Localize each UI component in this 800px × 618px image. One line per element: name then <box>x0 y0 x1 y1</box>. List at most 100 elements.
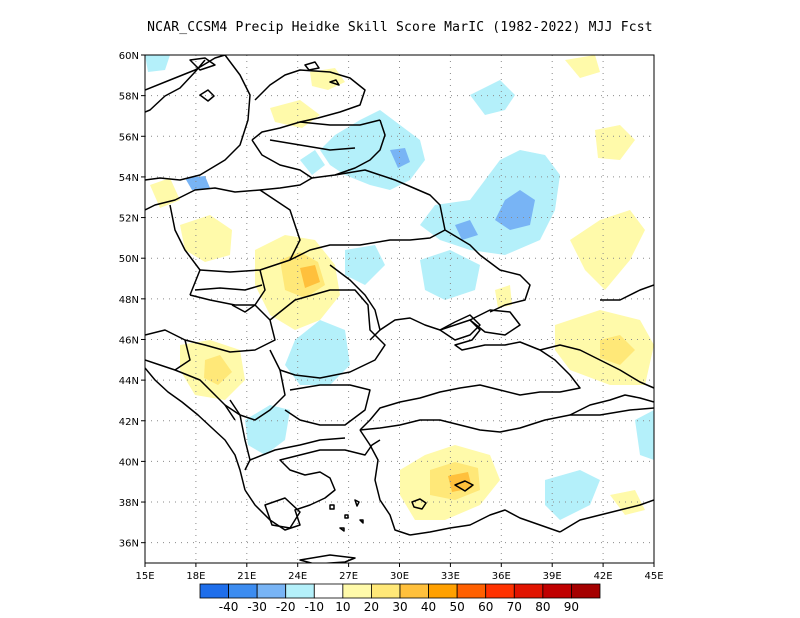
colorbar-label: -20 <box>276 600 296 614</box>
skill-area-anatolia-south <box>545 470 600 520</box>
skill-area-crimea-east <box>495 285 512 308</box>
colorbar-label: 10 <box>335 600 350 614</box>
lon-label: 36E <box>492 571 511 582</box>
border-ukraine-russia <box>479 254 531 313</box>
border-turkey-syria <box>559 499 654 533</box>
colorbar-swatch <box>228 583 258 599</box>
skill-core-russia <box>495 190 535 230</box>
skill-peak-anatolia <box>448 472 472 492</box>
skill-area-baltics-small <box>150 178 180 208</box>
colorbar-label: 20 <box>364 600 379 614</box>
lon-label: 45E <box>644 571 663 582</box>
border-croatia-bosnia <box>174 369 236 421</box>
skill-shading <box>145 55 654 520</box>
lat-label: 42N <box>119 417 139 428</box>
scandinavia-coast <box>145 55 226 113</box>
colorbar-swatch <box>371 583 401 599</box>
peloponnese <box>264 497 301 529</box>
black-sea-coast <box>359 317 581 431</box>
lon-label: 15E <box>135 571 154 582</box>
lon-label: 39E <box>543 571 562 582</box>
border-baltics-russia <box>334 119 386 176</box>
baltic-south-coast <box>145 139 313 211</box>
skill-core-ukraine <box>455 220 478 240</box>
sweden-coast <box>145 55 251 181</box>
colorbar-swatch <box>456 583 487 599</box>
colorbar-swatch <box>256 583 287 599</box>
colorbar-label: 40 <box>421 600 436 614</box>
skill-peak-carpathians <box>300 265 320 288</box>
lat-label: 48N <box>119 295 139 306</box>
lakes-turkey <box>411 480 474 510</box>
border-estonia-latvia <box>269 139 356 151</box>
graticule <box>145 55 654 563</box>
border-turkey-georgia <box>569 394 654 416</box>
border-montenegro-albania <box>224 404 251 471</box>
turkey-west-coast <box>359 429 411 536</box>
skill-area-ukraine <box>420 250 480 300</box>
lon-label: 30E <box>390 571 409 582</box>
skill-core-caucasus <box>600 335 635 365</box>
lon-label: 21E <box>237 571 256 582</box>
lat-label: 44N <box>119 376 139 387</box>
colorbar-label: 30 <box>392 600 407 614</box>
skill-area-north-atlantic <box>145 55 170 72</box>
colorbar-swatch <box>199 583 229 599</box>
skill-area-caspian <box>635 410 654 460</box>
turkey-north-coast <box>359 407 654 433</box>
gulf-of-bothnia <box>251 69 366 141</box>
colorbar-label: -10 <box>304 600 324 614</box>
colorbar-label: 90 <box>564 600 579 614</box>
border-serbia-bulgaria <box>229 369 286 421</box>
border-bulgaria <box>284 384 371 426</box>
lat-label: 40N <box>119 457 139 468</box>
border-slovakia <box>194 284 263 291</box>
lat-label: 46N <box>119 335 139 346</box>
border-greece-north <box>249 437 346 461</box>
border-belarus-russia <box>311 169 481 256</box>
skill-core-croatia <box>204 355 232 385</box>
border-belarus-ukraine <box>289 229 446 261</box>
colorbar-swatch <box>428 583 458 599</box>
sea-of-azov <box>469 309 521 336</box>
greece-coast <box>244 439 381 531</box>
aegean-islands <box>329 499 364 532</box>
skill-core-poland <box>185 176 210 190</box>
lon-label: 42E <box>594 571 613 582</box>
skill-area-poland <box>300 150 325 175</box>
longitude-axis: 15E 18E 21E 24E 27E 30E 33E 36E 39E 42E 45E <box>135 563 664 582</box>
crete <box>299 554 356 563</box>
scandinavia-lakes <box>199 61 340 102</box>
colorbar-label: 50 <box>450 600 465 614</box>
colorbar-swatch <box>485 583 515 599</box>
skill-area-belarus-south <box>345 245 385 285</box>
colorbar-label: -40 <box>219 600 239 614</box>
colorbar-swatch <box>542 583 572 599</box>
colorbar-swatch <box>399 583 429 599</box>
skill-area-baltic <box>320 110 425 190</box>
turkey-south-coast <box>409 509 561 536</box>
colorbar-swatch <box>313 583 344 599</box>
gulf-of-finland <box>299 119 381 126</box>
lat-label: 58N <box>119 92 139 103</box>
lat-label: 38N <box>119 498 139 509</box>
colorbar-label: 70 <box>507 600 522 614</box>
crimea <box>439 314 481 341</box>
lon-label: 24E <box>288 571 307 582</box>
skill-area-volga <box>595 125 635 160</box>
lat-label: 50N <box>119 254 139 265</box>
skill-area-southern-russia <box>570 210 645 290</box>
skill-area-turkey-east <box>610 490 645 515</box>
lon-label: 27E <box>339 571 358 582</box>
lat-label: 36N <box>119 539 139 550</box>
caucasus-russia-border <box>539 344 654 389</box>
skill-area-romania <box>285 320 350 385</box>
skill-area-balkans <box>245 405 290 455</box>
colorbar-swatch <box>285 583 315 599</box>
colorbar-label: 60 <box>478 600 493 614</box>
lon-label: 33E <box>441 571 460 582</box>
border-germany-poland <box>169 204 201 296</box>
border-romania <box>269 289 386 379</box>
coast-ne-fragment <box>189 57 216 71</box>
adriatic-coast <box>145 367 246 491</box>
